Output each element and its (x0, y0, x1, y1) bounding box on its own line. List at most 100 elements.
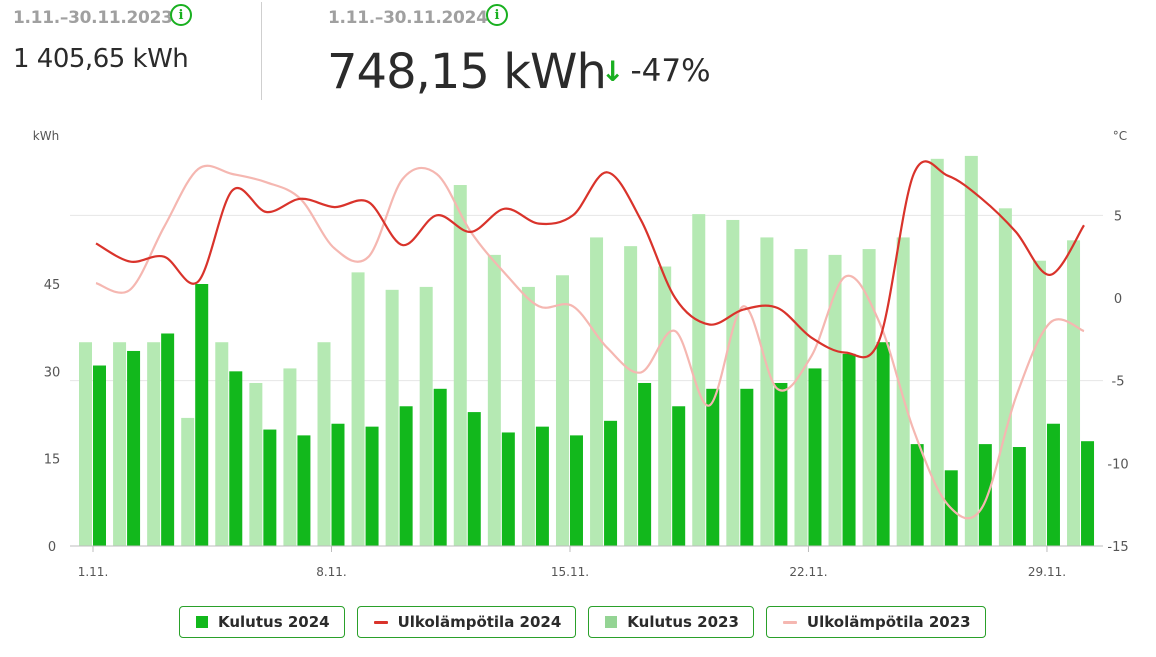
bar-kulutus-2024 (1046, 423, 1060, 546)
bar-kulutus-2023 (249, 382, 263, 546)
bar-kulutus-2023 (998, 208, 1012, 547)
bar-kulutus-2023 (624, 246, 638, 546)
bar-kulutus-2023 (215, 342, 229, 546)
bar-kulutus-2023 (794, 249, 808, 547)
bar-kulutus-2023 (658, 266, 672, 546)
legend-label: Ulkolämpötila 2023 (806, 613, 971, 631)
bar-kulutus-2024 (808, 368, 822, 546)
bar-kulutus-2023 (930, 158, 944, 547)
bar-kulutus-2023 (453, 185, 467, 546)
bar-kulutus-2023 (862, 249, 876, 547)
bar-kulutus-2023 (896, 237, 910, 546)
legend-label: Kulutus 2023 (627, 613, 739, 631)
bar-kulutus-2024 (706, 388, 720, 546)
x-tick-label: 15.11. (551, 565, 589, 579)
bar-kulutus-2023 (726, 219, 740, 546)
curr-total-value: 748,15 kWh (327, 44, 607, 100)
bar-kulutus-2023 (555, 275, 569, 546)
change-percent: -47% (630, 53, 711, 89)
legend-line-swatch (373, 620, 388, 624)
bar-kulutus-2024 (467, 412, 481, 546)
bar-kulutus-2024 (842, 353, 856, 546)
bar-kulutus-2023 (113, 342, 127, 546)
bar-kulutus-2024 (399, 406, 413, 546)
bar-kulutus-2023 (79, 342, 92, 546)
bar-kulutus-2023 (385, 289, 399, 546)
right-tick-label: -10 (1107, 457, 1128, 472)
curr-period-label: 1.11.–30.11.2024 (328, 8, 488, 28)
legend-item-kulutus-2024[interactable]: Kulutus 2024 (179, 606, 345, 638)
legend-item-ulkolämpötila-2023[interactable]: Ulkolämpötila 2023 (765, 606, 986, 638)
bar-kulutus-2024 (569, 435, 583, 546)
bar-kulutus-2023 (1032, 260, 1046, 546)
legend-label: Ulkolämpötila 2024 (397, 613, 562, 631)
bar-kulutus-2023 (317, 342, 331, 546)
x-tick-label: 1.11. (78, 565, 109, 579)
consumption-chart: kWh °C 0 15 30 45 -15 -10 -5 0 5 1.11. 8.11. 15.11. 22… (33, 129, 1129, 579)
bar-kulutus-2024 (672, 406, 686, 546)
line-ulkolampotila-2023 (95, 164, 1085, 520)
bar-kulutus-2023 (147, 342, 161, 546)
summary-header: 1.11.–30.11.2023 i 1 405,65 kWh 1.11.–30… (0, 0, 1156, 110)
bar-kulutus-2023 (487, 254, 501, 546)
bar-kulutus-2024 (978, 444, 992, 546)
bar-kulutus-2023 (964, 155, 978, 546)
bar-kulutus-2023 (419, 286, 433, 546)
right-tick-label: 5 (1114, 209, 1122, 224)
bar-kulutus-2023 (351, 272, 365, 546)
arrow-down-icon: ↓ (601, 54, 625, 88)
bar-kulutus-2024 (433, 388, 447, 546)
legend-label: Kulutus 2024 (218, 613, 330, 631)
line-ulkolampotila-2024 (95, 160, 1085, 359)
legend-square-swatch (605, 616, 618, 628)
x-tick-label: 8.11. (316, 565, 347, 579)
info-icon[interactable]: i (486, 4, 508, 26)
bar-kulutus-2023 (692, 214, 706, 546)
right-tick-label: -5 (1112, 375, 1125, 390)
bar-kulutus-2023 (1067, 240, 1081, 547)
prev-total-value: 1 405,65 kWh (13, 44, 189, 74)
bar-kulutus-2023 (283, 368, 297, 546)
bar-kulutus-2024 (127, 350, 141, 546)
right-tick-label: 0 (1114, 292, 1122, 307)
bar-kulutus-2024 (910, 444, 924, 546)
bar-kulutus-2024 (93, 365, 106, 546)
bar-kulutus-2024 (501, 432, 515, 546)
bar-kulutus-2024 (740, 388, 754, 546)
bar-kulutus-2024 (876, 342, 890, 546)
bar-kulutus-2023 (760, 237, 774, 546)
legend-line-swatch (782, 620, 797, 624)
bar-kulutus-2024 (161, 333, 175, 546)
left-tick-label: 15 (44, 453, 61, 468)
chart-legend: Kulutus 2024 Ulkolämpötila 2024 Kulutus 20… (179, 606, 986, 638)
bar-kulutus-2024 (195, 284, 209, 546)
bar-kulutus-2023 (181, 417, 195, 546)
change-indicator: ↓ -47% (601, 53, 711, 89)
bar-kulutus-2024 (1012, 447, 1026, 546)
legend-item-kulutus-2023[interactable]: Kulutus 2023 (588, 606, 754, 638)
right-tick-label: -15 (1107, 540, 1128, 555)
left-tick-label: 30 (44, 365, 61, 380)
bar-kulutus-2024 (297, 435, 311, 546)
bar-kulutus-2024 (229, 371, 243, 546)
bar-kulutus-2024 (604, 420, 618, 546)
bar-kulutus-2024 (535, 426, 549, 546)
x-tick-label: 29.11. (1028, 565, 1066, 579)
bar-kulutus-2023 (521, 286, 535, 546)
legend-item-ulkolämpötila-2024[interactable]: Ulkolämpötila 2024 (356, 606, 577, 638)
bar-kulutus-2024 (774, 382, 788, 546)
header-divider (261, 2, 262, 100)
left-tick-label: 0 (48, 540, 56, 555)
bar-kulutus-2024 (638, 382, 652, 546)
bar-kulutus-2024 (263, 429, 277, 546)
bar-kulutus-2024 (331, 423, 345, 546)
bar-kulutus-2023 (828, 254, 842, 546)
info-icon[interactable]: i (170, 4, 192, 26)
left-axis-label: kWh (33, 129, 59, 143)
prev-period-label: 1.11.–30.11.2023 (13, 8, 173, 28)
bar-kulutus-2023 (590, 237, 604, 546)
legend-square-swatch (196, 616, 208, 628)
x-tick-label: 22.11. (789, 565, 827, 579)
bar-kulutus-2024 (365, 426, 379, 546)
bar-kulutus-2024 (1081, 441, 1095, 546)
